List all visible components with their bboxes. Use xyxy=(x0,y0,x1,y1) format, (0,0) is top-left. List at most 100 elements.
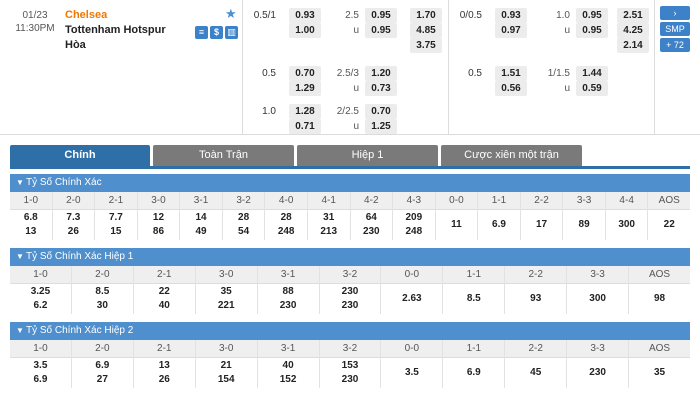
score-odds-value[interactable]: 6.9 xyxy=(492,219,506,230)
tab-main[interactable]: Chính xyxy=(10,145,150,166)
away-odds[interactable]: 0.56 xyxy=(495,81,527,96)
score-odds-value[interactable]: 3.5 xyxy=(33,360,48,371)
score-odds-value[interactable]: 230 xyxy=(362,226,380,237)
score-odds-value[interactable]: 300 xyxy=(589,293,606,304)
away-odds[interactable]: 1.00 xyxy=(289,23,321,38)
score-odds-value[interactable]: 8.5 xyxy=(466,293,481,304)
score-odds-value[interactable]: 3.5 xyxy=(404,367,419,378)
score-odds-value[interactable]: 30 xyxy=(96,300,108,311)
over-odds[interactable]: 0.95 xyxy=(365,8,397,23)
score-odds-value[interactable]: 13 xyxy=(25,226,37,237)
under-odds[interactable]: 0.95 xyxy=(365,23,397,38)
score-odds-value[interactable]: 6.2 xyxy=(33,300,48,311)
score-odds-value[interactable]: 17 xyxy=(535,219,548,230)
score-odds-value[interactable]: 64 xyxy=(365,212,377,223)
x12-odds[interactable]: 1.70 xyxy=(410,8,442,23)
over-odds[interactable]: 0.95 xyxy=(576,8,608,23)
section-header[interactable]: ▼ Tỷ Số Chính Xác xyxy=(10,174,690,192)
dollar-icon[interactable]: $ xyxy=(210,26,223,39)
score-odds-value[interactable]: 98 xyxy=(653,293,666,304)
score-odds-value[interactable]: 89 xyxy=(578,219,590,230)
x12-odds[interactable]: 2.14 xyxy=(617,38,649,53)
score-odds-value[interactable]: 26 xyxy=(67,226,79,237)
score-odds-value[interactable]: 11 xyxy=(451,219,462,230)
collapse-arrow-icon[interactable]: ▼ xyxy=(16,326,24,335)
score-odds-value[interactable]: 213 xyxy=(320,226,338,237)
score-odds-value[interactable]: 15 xyxy=(110,226,122,237)
under-odds[interactable]: 0.59 xyxy=(576,81,608,96)
x12-odds[interactable]: 4.25 xyxy=(617,23,649,38)
score-odds-value[interactable]: 152 xyxy=(279,374,297,385)
score-odds-value[interactable]: 7.3 xyxy=(66,212,81,223)
x12-odds[interactable]: 3.75 xyxy=(410,38,442,53)
score-odds-value[interactable]: 6.9 xyxy=(33,374,48,385)
score-odds-value[interactable]: 49 xyxy=(195,226,207,237)
score-odds-value[interactable]: 2.63 xyxy=(402,293,422,304)
under-odds[interactable]: 1.25 xyxy=(365,119,397,134)
score-odds-value[interactable]: 13 xyxy=(158,360,170,371)
score-odds-value[interactable]: 31 xyxy=(323,212,335,223)
score-odds-value[interactable]: 6.9 xyxy=(466,367,481,378)
score-odds-value[interactable]: 28 xyxy=(280,212,292,223)
score-odds-value[interactable]: 8.5 xyxy=(95,286,110,297)
score-odds-value[interactable]: 3.25 xyxy=(30,286,51,297)
score-odds-value[interactable]: 230 xyxy=(589,367,606,378)
section-header[interactable]: ▼ Tỷ Số Chính Xác Hiệp 2 xyxy=(10,322,690,340)
list-icon[interactable]: ≡ xyxy=(195,26,208,39)
score-odds-value[interactable]: 86 xyxy=(152,226,165,237)
x12-odds[interactable]: 2.51 xyxy=(617,8,649,23)
over-odds[interactable]: 0.70 xyxy=(365,104,397,119)
score-odds-value[interactable]: 300 xyxy=(618,219,635,230)
score-odds-value[interactable]: 230 xyxy=(341,374,359,385)
under-odds[interactable]: 0.73 xyxy=(365,81,397,96)
score-odds-value[interactable]: 40 xyxy=(282,360,294,371)
more-markets-button[interactable]: + 72 xyxy=(660,38,690,52)
score-odds-value[interactable]: 230 xyxy=(279,300,297,311)
score-odds-value[interactable]: 54 xyxy=(238,226,250,237)
home-odds[interactable]: 0.70 xyxy=(289,66,321,81)
score-odds-value[interactable]: 221 xyxy=(217,300,235,311)
score-odds-value[interactable]: 230 xyxy=(341,286,359,297)
away-odds[interactable]: 0.71 xyxy=(289,119,321,134)
score-odds-value[interactable]: 45 xyxy=(530,367,542,378)
score-odds-value[interactable]: 6.9 xyxy=(95,360,110,371)
home-odds[interactable]: 0.93 xyxy=(495,8,527,23)
score-odds-value[interactable]: 6.8 xyxy=(23,212,38,223)
away-odds[interactable]: 0.97 xyxy=(495,23,527,38)
collapse-arrow-icon[interactable]: ▼ xyxy=(16,178,24,187)
score-odds-value[interactable]: 22 xyxy=(663,219,675,230)
collapse-arrow-icon[interactable]: ▼ xyxy=(16,252,24,261)
expand-arrow-button[interactable]: › xyxy=(660,6,690,20)
home-odds[interactable]: 0.93 xyxy=(289,8,321,23)
score-odds-value[interactable]: 209 xyxy=(405,212,423,223)
score-odds-value[interactable]: 248 xyxy=(277,226,295,237)
score-odds-value[interactable]: 88 xyxy=(282,286,294,297)
section-header[interactable]: ▼ Tỷ Số Chính Xác Hiệp 1 xyxy=(10,248,690,266)
tab-first-half[interactable]: Hiệp 1 xyxy=(297,145,438,166)
over-odds[interactable]: 1.20 xyxy=(365,66,397,81)
over-odds[interactable]: 1.44 xyxy=(576,66,608,81)
home-team[interactable]: Chelsea xyxy=(65,9,108,21)
score-odds-value[interactable]: 14 xyxy=(195,212,207,223)
score-odds-value[interactable]: 27 xyxy=(96,374,108,385)
home-odds[interactable]: 1.28 xyxy=(289,104,321,119)
score-odds-value[interactable]: 93 xyxy=(530,293,542,304)
score-odds-value[interactable]: 230 xyxy=(341,300,359,311)
stats-icon[interactable]: ▥ xyxy=(225,26,238,39)
score-odds-value[interactable]: 154 xyxy=(217,374,235,385)
home-odds[interactable]: 1.51 xyxy=(495,66,527,81)
favorite-star-icon[interactable]: ★ xyxy=(225,6,237,21)
tab-same-match-parlay[interactable]: Cược xiên một trận xyxy=(441,145,582,166)
tab-full-match[interactable]: Toàn Trận xyxy=(153,145,294,166)
away-team[interactable]: Tottenham Hotspur xyxy=(65,24,166,36)
score-odds-value[interactable]: 21 xyxy=(220,360,232,371)
score-odds-value[interactable]: 22 xyxy=(158,286,170,297)
x12-odds[interactable]: 4.85 xyxy=(410,23,442,38)
score-odds-value[interactable]: 12 xyxy=(152,212,165,223)
score-odds-value[interactable]: 28 xyxy=(238,212,250,223)
smp-button[interactable]: SMP xyxy=(660,22,690,36)
under-odds[interactable]: 0.95 xyxy=(576,23,608,38)
score-odds-value[interactable]: 7.7 xyxy=(108,212,123,223)
score-odds-value[interactable]: 153 xyxy=(341,360,359,371)
score-odds-value[interactable]: 26 xyxy=(158,374,170,385)
